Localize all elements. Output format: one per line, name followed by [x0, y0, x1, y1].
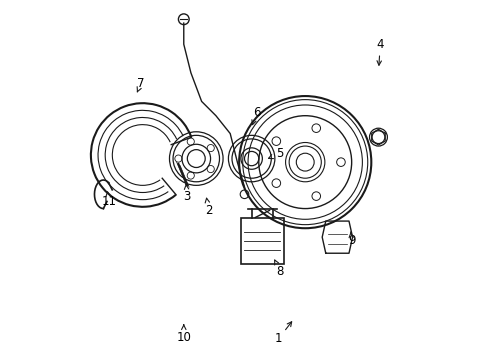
Text: 2: 2	[204, 204, 212, 217]
Text: 3: 3	[183, 190, 191, 203]
Text: 11: 11	[101, 195, 116, 208]
Text: 10: 10	[176, 331, 191, 344]
Text: 8: 8	[276, 265, 284, 278]
Text: 4: 4	[376, 38, 383, 51]
Text: 1: 1	[274, 333, 282, 346]
Text: 5: 5	[276, 147, 284, 160]
Text: 9: 9	[347, 234, 355, 247]
Bar	[241, 217, 283, 264]
Text: 6: 6	[253, 105, 260, 119]
Text: 7: 7	[137, 77, 144, 90]
